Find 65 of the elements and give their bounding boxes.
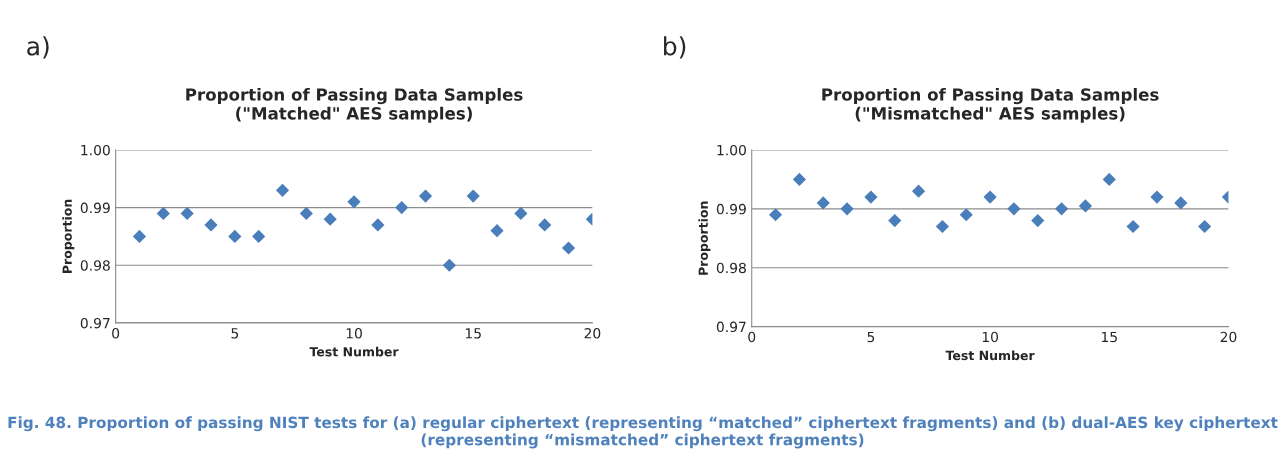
point: [840, 202, 854, 216]
x-axis-title: Test Number: [945, 350, 1035, 361]
point: [323, 212, 337, 226]
chart-title: Proportion of Passing Data Samples ("Mismatched" AES samples): [822, 87, 1159, 123]
x-tick-label: 5: [231, 328, 239, 339]
y-tick-label: 0.98: [80, 260, 110, 271]
point: [1174, 196, 1188, 210]
point: [561, 241, 576, 255]
point: [1007, 202, 1021, 216]
point: [935, 219, 950, 234]
point: [252, 229, 266, 244]
point: [395, 201, 409, 215]
point: [299, 206, 313, 220]
point: [466, 189, 480, 203]
point: [864, 190, 878, 204]
y-tick-label: 1.00: [717, 144, 746, 156]
point: [132, 229, 147, 244]
x-tick-label: 5: [867, 331, 875, 343]
text: a): [27, 36, 49, 59]
point: [792, 172, 806, 186]
y-tick-label: 0.97: [716, 321, 746, 333]
y-axis-title: Proportion: [698, 201, 711, 275]
point: [816, 196, 830, 210]
point: [1198, 219, 1212, 234]
y-tick-label: 0.99: [716, 203, 746, 215]
x-tick-label: 20: [1220, 331, 1237, 343]
point: [490, 224, 504, 238]
point: [204, 218, 218, 232]
y-tick-label: 0.99: [80, 202, 110, 214]
y-tick-label: 0.97: [80, 317, 110, 329]
point: [371, 218, 385, 232]
point: [347, 195, 361, 209]
x-tick-label: 15: [1101, 331, 1117, 343]
x-tick-label: 10: [982, 331, 999, 343]
point: [768, 208, 783, 222]
y-tick-label: 1.00: [81, 144, 110, 156]
point: [228, 229, 242, 244]
point: [1126, 219, 1140, 234]
x-tick-label: 20: [584, 328, 601, 339]
x-tick-label: 15: [465, 328, 481, 339]
caption: Fig. 48. Proportion of passing NIST tests for (a) regular ciphertext (representing “matched” ciphertext fragments) and (b) dual-AES key ciphertext (representing “mismatched” ciphertext fragments): [8, 416, 1278, 449]
point: [911, 184, 926, 198]
text: b): [664, 36, 686, 59]
x-axis-title: Test Number: [309, 346, 399, 357]
point: [888, 214, 902, 228]
chart-title: Proportion of Passing Data Samples ("Matched" AES samples): [186, 87, 523, 123]
x-tick-label: 0: [112, 328, 120, 339]
point: [1150, 190, 1164, 204]
y-axis-title: Proportion: [62, 199, 75, 273]
point: [1078, 199, 1093, 213]
point: [1102, 172, 1116, 186]
y-tick-label: 0.98: [716, 262, 746, 274]
point: [959, 208, 973, 222]
point: [442, 258, 456, 272]
point: [180, 206, 194, 220]
x-tick-label: 10: [346, 328, 362, 339]
x-tick-label: 0: [748, 331, 756, 343]
point: [156, 206, 170, 220]
point: [514, 206, 528, 220]
point: [418, 189, 433, 203]
point: [1055, 202, 1069, 216]
point: [538, 218, 552, 232]
point: [1031, 214, 1045, 228]
point: [275, 183, 290, 197]
point: [983, 190, 997, 204]
